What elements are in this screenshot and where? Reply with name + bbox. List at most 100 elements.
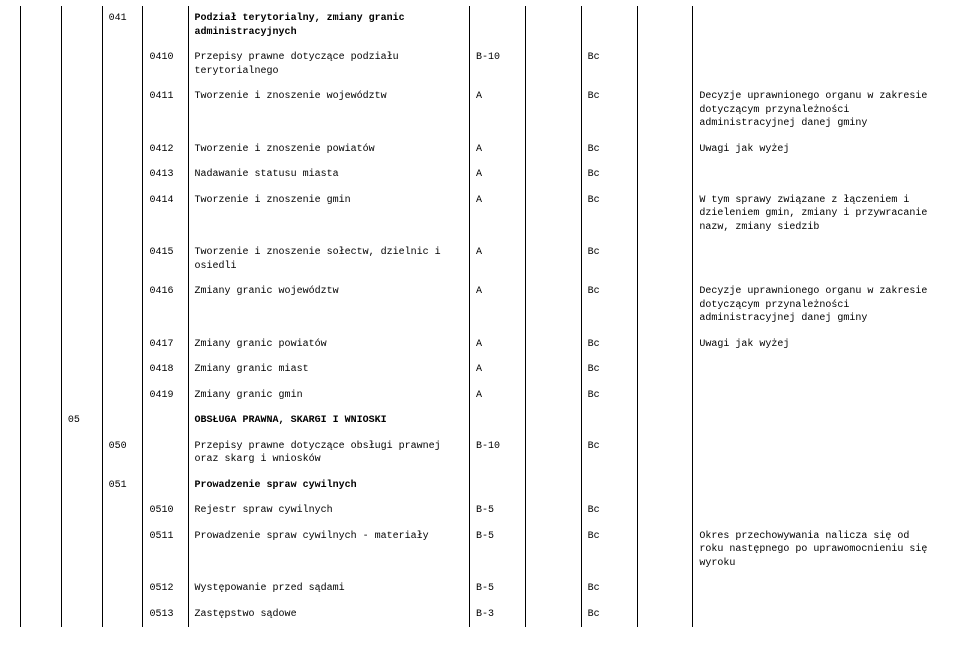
cell-c10: W tym sprawy związane z łączeniem i dzie… [693,188,940,241]
cell-c3 [102,383,143,409]
cell-c1 [21,6,62,45]
cell-c9 [637,332,693,358]
cell-c9 [637,383,693,409]
cell-c9 [637,524,693,577]
table-row: 05OBSŁUGA PRAWNA, SKARGI I WNIOSKI [21,408,941,434]
cell-c7 [525,279,581,332]
classification-table: 041 Podział terytorialny, zmiany granic a… [20,6,940,627]
cell-c1 [21,602,62,628]
cell-c7 [525,84,581,137]
cell-c3 [102,188,143,241]
cell-c1 [21,498,62,524]
cell-c1 [21,434,62,473]
cell-c10: Okres przechowywania nalicza się od roku… [693,524,940,577]
cell-c4: 0413 [143,162,188,188]
cell-c1 [21,473,62,499]
cell-c6: B-10 [469,45,525,84]
cell-c7 [525,576,581,602]
cell-c7 [525,137,581,163]
cell-c4: 0411 [143,84,188,137]
table-row: 0410Przepisy prawne dotyczące podziału t… [21,45,941,84]
cell-c3 [102,137,143,163]
cell-c10 [693,498,940,524]
cell-c6: A [469,84,525,137]
cell-c10 [693,357,940,383]
cell-c1 [21,188,62,241]
cell-c8: Bc [581,45,637,84]
table-row: 0415Tworzenie i znoszenie sołectw, dziel… [21,240,941,279]
table-row: 0510Rejestr spraw cywilnychB-5Bc [21,498,941,524]
cell-c8: Bc [581,357,637,383]
cell-c3 [102,332,143,358]
cell-c9 [637,357,693,383]
cell-c3: 041 [102,6,143,45]
cell-c10 [693,45,940,84]
cell-c2 [61,332,102,358]
cell-c4: 0414 [143,188,188,241]
cell-c3 [102,408,143,434]
cell-c8 [581,473,637,499]
cell-c8: Bc [581,240,637,279]
cell-c10 [693,576,940,602]
cell-c10 [693,383,940,409]
cell-c5: Zmiany granic gmin [188,383,469,409]
cell-c10 [693,6,940,45]
table-row: 0511Prowadzenie spraw cywilnych - materi… [21,524,941,577]
cell-c2 [61,434,102,473]
cell-c9 [637,279,693,332]
cell-c8: Bc [581,137,637,163]
cell-c4: 0513 [143,602,188,628]
cell-c5: Podział terytorialny, zmiany granic admi… [188,6,469,45]
cell-c3 [102,240,143,279]
cell-c8: Bc [581,434,637,473]
cell-c7 [525,383,581,409]
cell-c7 [525,357,581,383]
cell-c6: A [469,279,525,332]
cell-c3 [102,498,143,524]
cell-c6 [469,6,525,45]
cell-c8: Bc [581,602,637,628]
cell-c10 [693,408,940,434]
cell-c10 [693,602,940,628]
cell-c8: Bc [581,576,637,602]
table-row: 0411Tworzenie i znoszenie województwABcD… [21,84,941,137]
cell-c2 [61,137,102,163]
cell-c2 [61,84,102,137]
cell-c6: B-5 [469,524,525,577]
cell-c6 [469,473,525,499]
cell-c7 [525,602,581,628]
table-row: 0414Tworzenie i znoszenie gminABcW tym s… [21,188,941,241]
cell-c2 [61,45,102,84]
cell-c6: A [469,240,525,279]
cell-c4: 0415 [143,240,188,279]
cell-c2 [61,240,102,279]
cell-c1 [21,45,62,84]
cell-c1 [21,137,62,163]
cell-c1 [21,84,62,137]
table-row: 0417Zmiany granic powiatówABcUwagi jak w… [21,332,941,358]
cell-c5: Rejestr spraw cywilnych [188,498,469,524]
cell-c6: A [469,357,525,383]
cell-c5: Prowadzenie spraw cywilnych - materiały [188,524,469,577]
table-row: 0418Zmiany granic miastABc [21,357,941,383]
cell-c4: 0512 [143,576,188,602]
cell-c10 [693,473,940,499]
cell-c5: Tworzenie i znoszenie województw [188,84,469,137]
cell-c5: Nadawanie statusu miasta [188,162,469,188]
cell-c7 [525,498,581,524]
cell-c3 [102,357,143,383]
cell-c3 [102,84,143,137]
table-row: 050Przepisy prawne dotyczące obsługi pra… [21,434,941,473]
cell-c2 [61,383,102,409]
cell-c4: 0416 [143,279,188,332]
cell-c8: Bc [581,84,637,137]
cell-c3 [102,45,143,84]
cell-c3 [102,162,143,188]
table-row: 051Prowadzenie spraw cywilnych [21,473,941,499]
cell-c2: 05 [61,408,102,434]
cell-c2 [61,357,102,383]
table-row: 0416Zmiany granic województwABcDecyzje u… [21,279,941,332]
cell-c4 [143,6,188,45]
cell-c4: 0510 [143,498,188,524]
table-row: 0513Zastępstwo sądoweB-3Bc [21,602,941,628]
